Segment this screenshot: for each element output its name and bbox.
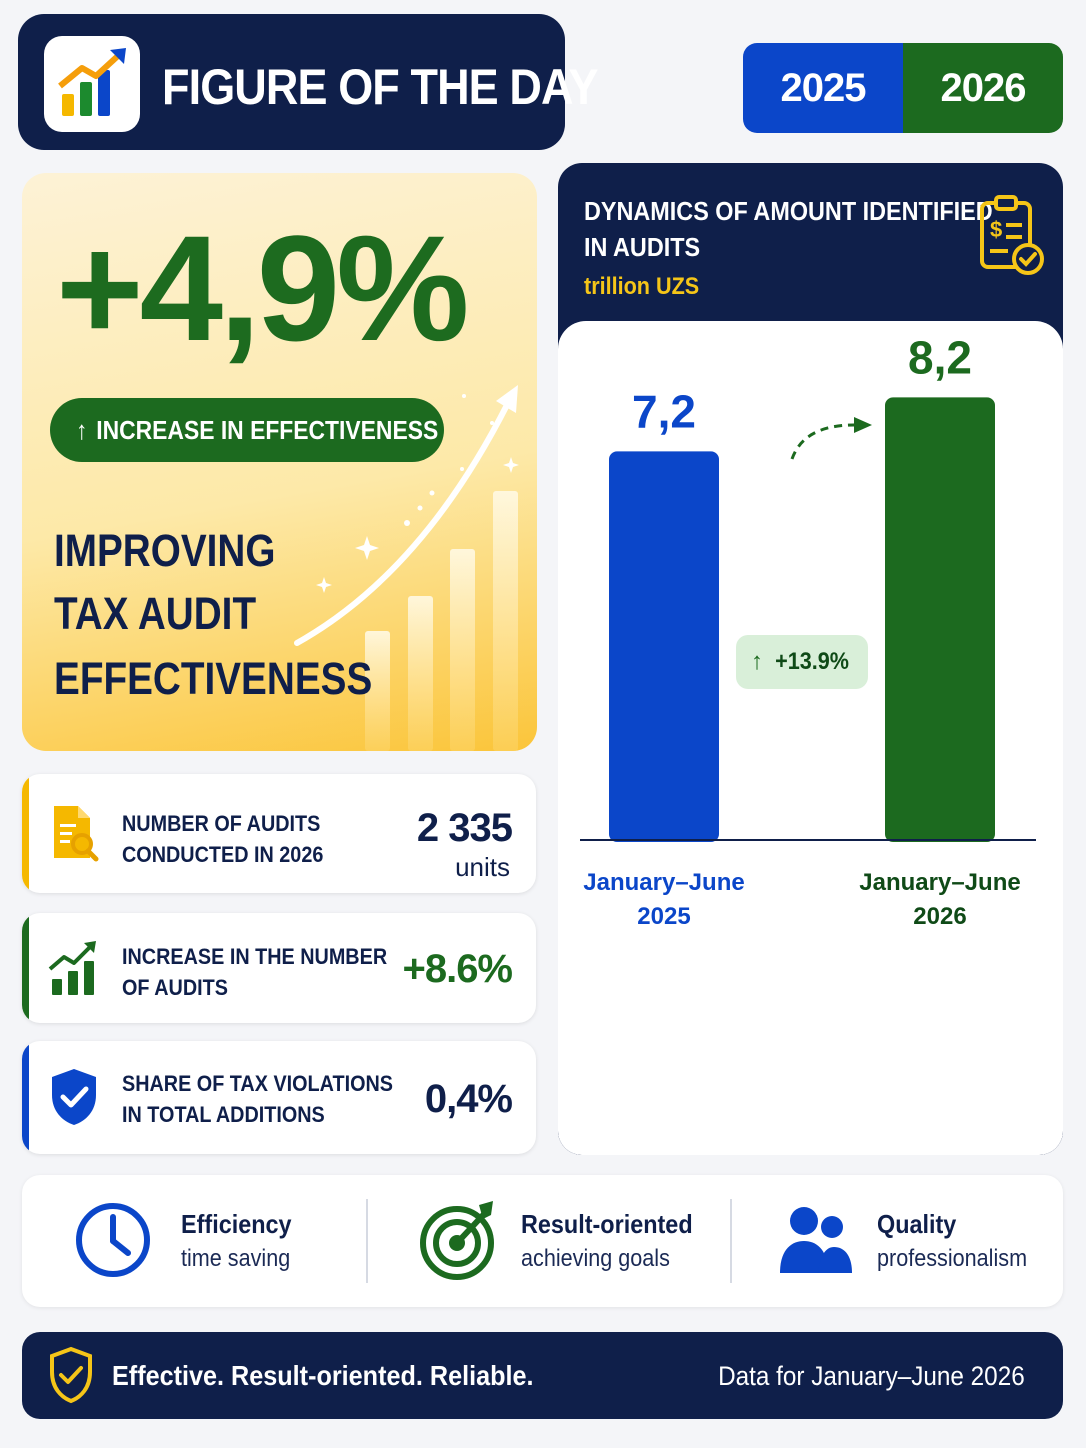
growth-bars-illustration [294, 385, 519, 751]
x-tick-label: 2026 [913, 903, 966, 930]
x-tick-label: January–June [859, 869, 1020, 896]
people-icon [780, 1207, 852, 1273]
stat-card-audits-count: NUMBER OF AUDITS CONDUCTED IN 2026 2 335… [22, 774, 536, 893]
chart-title: DYNAMICS OF AMOUNT IDENTIFIED IN AUDITS [584, 193, 993, 265]
feature-title: Result-oriented [521, 1209, 693, 1239]
card-accent [22, 913, 29, 1023]
stat-label: SHARE OF TAX VIOLATIONS IN TOTAL ADDITIO… [122, 1068, 393, 1130]
feature-title: Quality [877, 1209, 957, 1239]
footer-bar: Effective. Result-oriented. Reliable. Da… [22, 1332, 1063, 1419]
divider [730, 1199, 732, 1283]
year-2025-label: 2025 [743, 43, 903, 133]
arrow-up-icon: ↑ [76, 414, 88, 445]
stat-label-line: SHARE OF TAX VIOLATIONS [122, 1071, 393, 1096]
hero-subtitle-line-1: IMPROVING [54, 525, 276, 576]
bar-2026 [885, 397, 995, 842]
stat-label: INCREASE IN THE NUMBER OF AUDITS [122, 941, 387, 1003]
change-badge-value: +13.9% [775, 648, 849, 675]
logo-box [44, 36, 140, 132]
stat-value: +8.6% [402, 947, 513, 991]
card-accent [22, 774, 29, 893]
bar-growth-icon [48, 941, 96, 995]
feature-title: Efficiency [181, 1209, 292, 1239]
chart-card: DYNAMICS OF AMOUNT IDENTIFIED IN AUDITS … [558, 163, 1063, 1155]
footer-note: Data for January–June 2026 [718, 1361, 1025, 1391]
year-2026-label: 2026 [903, 43, 1063, 133]
clipboard-money-icon: $ [980, 195, 1044, 275]
page-title: FIGURE OF THE DAY [162, 59, 598, 115]
header-banner: FIGURE OF THE DAY [18, 14, 598, 150]
x-tick-label: January–June [583, 869, 744, 896]
data-label: 7,2 [632, 385, 696, 437]
data-label: 8,2 [908, 331, 972, 383]
chart-plot-panel: 7,2 January–June 2025 8,2 January–June 2026 ↑… [558, 321, 1063, 1155]
stat-label-line: CONDUCTED IN 2026 [122, 842, 324, 867]
stat-unit: units [455, 852, 510, 882]
target-icon [420, 1201, 494, 1280]
chart-title-line: DYNAMICS OF AMOUNT IDENTIFIED [584, 196, 993, 226]
hero-card: +4,9% ↑ INCREASE IN EFFECTIVENESS IMPROVI… [22, 173, 537, 751]
x-tick-label: 2025 [637, 903, 690, 930]
stat-card-audits-increase: INCREASE IN THE NUMBER OF AUDITS +8.6% [22, 913, 536, 1023]
stat-value: 2 335 [416, 806, 513, 850]
stat-label-line: OF AUDITS [122, 975, 228, 1000]
stat-label-line: NUMBER OF AUDITS [122, 811, 321, 836]
pill-label: INCREASE IN EFFECTIVENESS [96, 414, 439, 445]
svg-text:$: $ [990, 217, 1002, 242]
chart-unit: trillion UZS [584, 273, 700, 300]
bar-chart: 7,2 January–June 2025 8,2 January–June 2026 [580, 331, 1036, 930]
shield-check-icon [50, 1346, 92, 1404]
card-accent [22, 1041, 29, 1154]
trend-arrow [790, 423, 855, 460]
bar-2025 [609, 451, 719, 842]
divider [366, 1199, 368, 1283]
features-strip: Efficiency time saving Result-oriented a… [22, 1175, 1063, 1307]
document-search-icon [54, 806, 99, 862]
stat-value: 0,4% [424, 1077, 513, 1121]
stat-card-violations-share: SHARE OF TAX VIOLATIONS IN TOTAL ADDITIO… [22, 1041, 536, 1154]
effectiveness-pill: ↑ INCREASE IN EFFECTIVENESS [50, 398, 444, 462]
chart-growth-icon [58, 48, 126, 116]
hero-subtitle-line-3: EFFECTIVENESS [54, 653, 373, 704]
sparkle-icon [316, 394, 519, 593]
stat-label-line: INCREASE IN THE NUMBER [122, 944, 388, 969]
stat-label-line: IN TOTAL ADDITIONS [122, 1102, 325, 1127]
shield-check-icon [52, 1069, 96, 1125]
hero-subtitle-line-2: TAX AUDIT [54, 588, 257, 639]
year-toggle: 2025 2026 [743, 43, 1063, 133]
arrow-up-icon: ↑ [750, 648, 763, 675]
feature-subtitle: achieving goals [521, 1245, 670, 1272]
trend-arrow-head [854, 417, 872, 433]
chart-title-line: IN AUDITS [584, 232, 701, 262]
stat-label: NUMBER OF AUDITS CONDUCTED IN 2026 [122, 808, 323, 870]
feature-subtitle: professionalism [877, 1245, 1028, 1272]
hero-percentage: +4,9% [56, 204, 469, 372]
change-badge: ↑ +13.9% [736, 635, 868, 689]
feature-subtitle: time saving [181, 1245, 291, 1272]
clock-icon [76, 1203, 150, 1277]
footer-slogan: Effective. Result-oriented. Reliable. [112, 1360, 534, 1391]
